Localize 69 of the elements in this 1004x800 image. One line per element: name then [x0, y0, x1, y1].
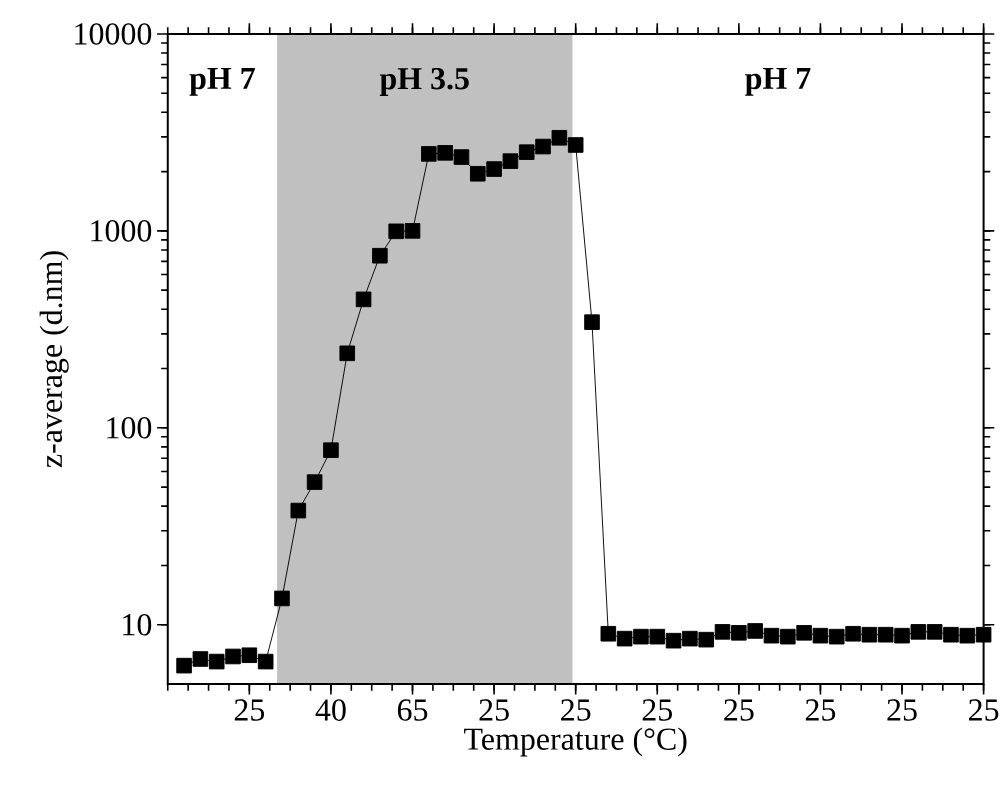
point [372, 247, 388, 264]
x-tick-label: 25 [887, 699, 917, 721]
point [828, 628, 845, 645]
y-tick-label: 10000 [75, 23, 152, 45]
point [812, 627, 829, 644]
point [584, 314, 600, 331]
point [877, 626, 894, 643]
x-tick-label: 65 [397, 699, 428, 721]
point [633, 628, 649, 645]
point [959, 627, 976, 644]
point [355, 291, 372, 308]
point [225, 648, 241, 665]
y-axis-title: z-average (d.nm) [39, 251, 69, 468]
y-tick-label: 10 [123, 614, 152, 636]
y-tick-label: 1000 [91, 220, 152, 242]
point [306, 474, 323, 490]
point [682, 630, 698, 647]
x-tick-label: 25 [969, 699, 999, 721]
annotation: pH 7 [745, 68, 811, 96]
point [469, 166, 486, 182]
point [404, 223, 421, 239]
point [290, 502, 307, 519]
point [894, 627, 910, 644]
point [535, 138, 551, 155]
point [975, 626, 992, 643]
point [910, 624, 927, 640]
x-tick-label: 25 [479, 699, 509, 721]
point [780, 628, 796, 645]
point [943, 626, 959, 643]
point [486, 161, 502, 177]
point [323, 442, 339, 459]
point [649, 628, 666, 645]
point [861, 626, 878, 643]
point [339, 345, 356, 362]
point [208, 653, 225, 670]
point [453, 149, 470, 165]
x-tick-label: 25 [234, 699, 265, 721]
x-tick-label: 25 [561, 699, 591, 721]
x-axis-title: Temperature (°C) [464, 727, 687, 757]
point [176, 657, 192, 674]
point [845, 626, 861, 642]
point [665, 632, 682, 649]
point [763, 627, 780, 644]
point [926, 624, 943, 640]
x-tick-label: 25 [642, 699, 672, 721]
point [616, 630, 633, 647]
point [421, 146, 437, 162]
point [388, 223, 404, 240]
x-tick-label: 25 [805, 699, 836, 721]
point [502, 153, 519, 169]
point [698, 631, 715, 648]
point [551, 130, 568, 146]
x-tick-label: 25 [724, 699, 754, 721]
point [518, 144, 535, 161]
x-tick-label: 40 [315, 699, 346, 721]
point [714, 624, 731, 640]
point [437, 145, 453, 161]
point [192, 651, 209, 667]
point [747, 623, 763, 639]
point [257, 653, 274, 670]
y-tick-label: 100 [107, 417, 152, 439]
annotation: pH 7 [189, 68, 255, 96]
annotation: pH 3.5 [379, 68, 469, 96]
point [274, 590, 290, 607]
point [796, 625, 812, 641]
point [241, 647, 258, 664]
point [567, 137, 584, 153]
point [600, 626, 617, 642]
point [731, 625, 747, 641]
